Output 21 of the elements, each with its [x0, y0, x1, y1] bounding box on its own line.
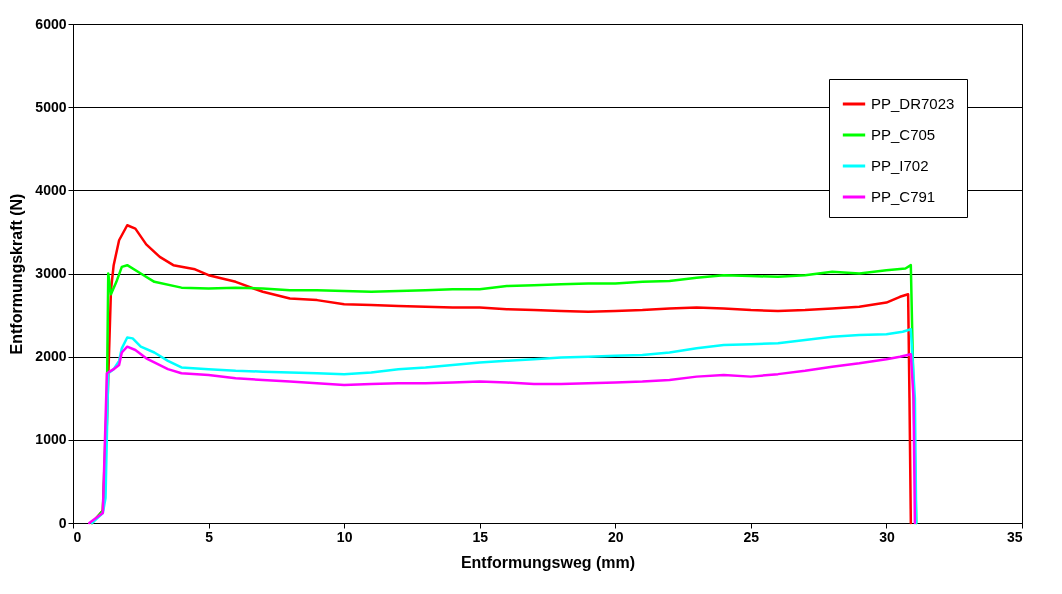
- x-tick-label: 25: [743, 528, 760, 545]
- y-tick-label: 5000: [35, 98, 67, 115]
- x-tick-label: 10: [336, 528, 353, 545]
- y-tick-label: 2000: [35, 348, 67, 365]
- x-axis-title: Entformungsweg (mm): [460, 553, 636, 571]
- y-axis-title: Entformungskraft (N): [8, 193, 26, 355]
- x-tick-label: 20: [608, 528, 624, 545]
- y-tick-label: 1000: [35, 431, 67, 448]
- x-tick-label: 0: [73, 528, 82, 545]
- y-tick-label: 6000: [35, 15, 67, 32]
- x-tick-label: 35: [1006, 528, 1023, 545]
- legend-label: PP_C705: [871, 126, 936, 143]
- legend-label: PP_DR7023: [871, 95, 955, 112]
- y-tick-label: 4000: [35, 181, 67, 198]
- y-tick-label: 0: [58, 514, 67, 531]
- y-tick-label: 3000: [35, 265, 67, 281]
- legend-label: PP_I702: [871, 157, 929, 174]
- x-tick-label: 30: [879, 528, 895, 545]
- x-tick-label: 5: [205, 528, 214, 545]
- legend-label: PP_C791: [871, 188, 936, 205]
- x-tick-label: 15: [472, 528, 489, 545]
